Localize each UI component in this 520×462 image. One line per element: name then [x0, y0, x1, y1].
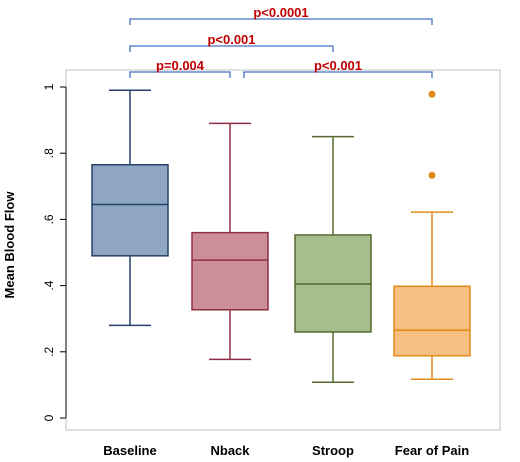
- y-tick-label: .4: [42, 280, 56, 290]
- significance-label: p<0.001: [314, 58, 362, 73]
- significance-bracket: [129, 71, 231, 78]
- y-tick-label: .2: [42, 346, 56, 356]
- box-baseline: [91, 164, 169, 257]
- significance-label: p<0.001: [207, 32, 255, 47]
- y-axis-label: Mean Blood Flow: [2, 191, 17, 299]
- x-category-label-stroop: Stroop: [312, 443, 354, 458]
- box-fear-of-pain: [393, 285, 471, 357]
- plot-area: 0 .2 .4 .6 .8 1 Baseline Nback Stroop Fear of Pai…: [42, 5, 501, 458]
- y-tick-label: 0: [42, 414, 56, 421]
- significance-label: p<0.0001: [253, 5, 308, 20]
- box-nback: [191, 231, 269, 311]
- y-tick-label: .8: [42, 148, 56, 158]
- significance-bracket: [129, 18, 433, 25]
- outlier-point: [428, 90, 436, 98]
- outlier-point: [428, 171, 436, 179]
- y-tick-label: 1: [42, 83, 56, 90]
- x-category-label-fear-of-pain: Fear of Pain: [395, 443, 469, 458]
- x-category-label-nback: Nback: [210, 443, 250, 458]
- significance-label: p=0.004: [156, 58, 205, 73]
- significance-bracket: [129, 45, 334, 52]
- y-tick-label: .6: [42, 214, 56, 224]
- x-category-label-baseline: Baseline: [103, 443, 156, 458]
- significance-bracket: [243, 71, 433, 78]
